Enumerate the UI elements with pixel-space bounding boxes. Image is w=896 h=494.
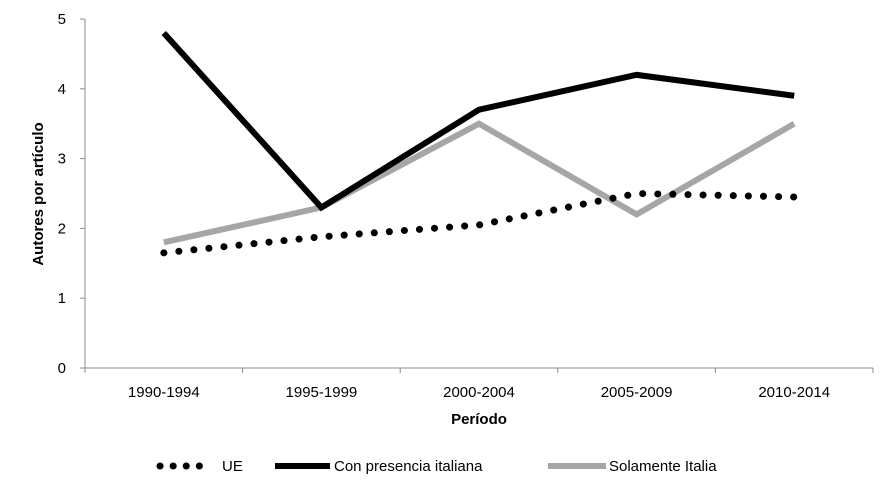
legend: UE Con presencia italiana Solamente Italia: [156, 458, 717, 475]
legend-label: UE: [222, 458, 243, 475]
y-axis-ticks: 0 1 2 3 4 5: [58, 11, 85, 377]
y-tick-label: 1: [58, 290, 66, 307]
y-axis-title: Autores por artículo: [30, 122, 47, 265]
legend-label: Con presencia italiana: [334, 458, 483, 475]
axes: [84, 19, 873, 369]
y-tick-label: 5: [58, 11, 66, 28]
legend-label: Solamente Italia: [609, 458, 717, 475]
y-tick-label: 4: [58, 81, 66, 98]
x-tick-label: 1990-1994: [128, 384, 200, 401]
x-axis-ticks: 1990-1994 1995-1999 2000-2004 2005-2009 2010…: [84, 368, 874, 401]
y-tick-label: 3: [58, 151, 66, 168]
x-tick-label: 1995-1999: [286, 384, 358, 401]
x-tick-label: 2005-2009: [601, 384, 673, 401]
x-tick-label: 2000-2004: [443, 384, 515, 401]
x-tick-label: 2010-2014: [758, 384, 830, 401]
y-tick-label: 2: [58, 220, 66, 237]
x-axis-title: Período: [451, 411, 507, 428]
y-tick-label: 0: [58, 360, 66, 377]
series-layer: [160, 30, 798, 257]
